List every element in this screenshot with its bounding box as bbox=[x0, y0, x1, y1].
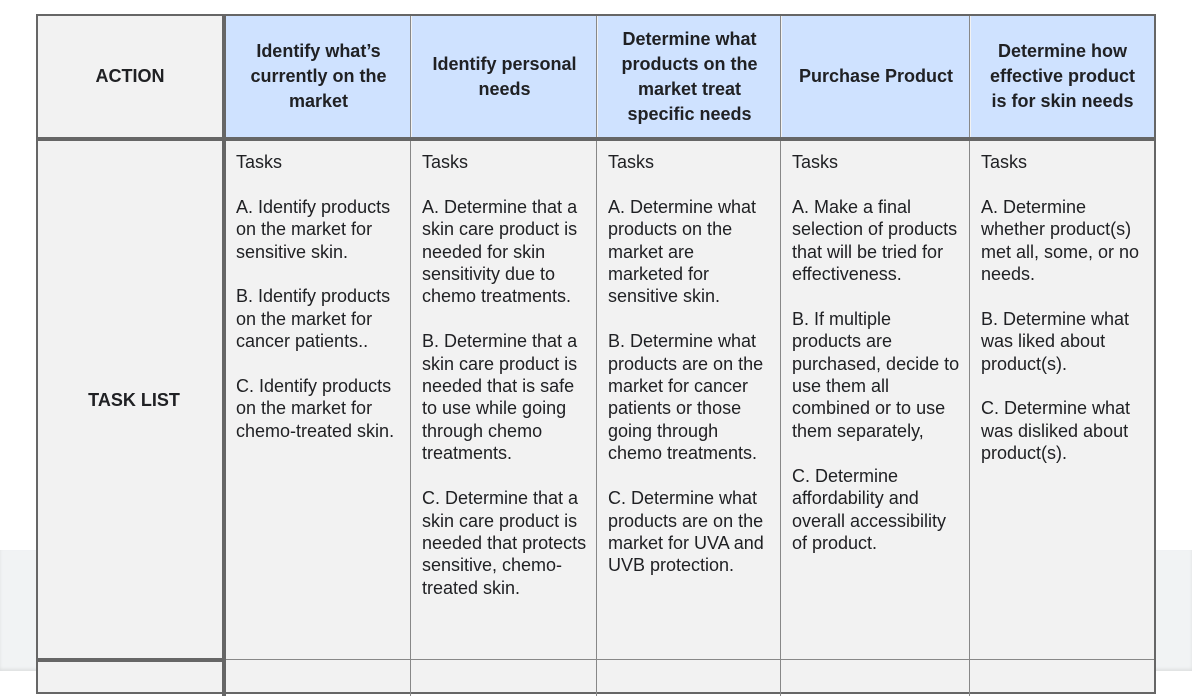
task-cell-5: Tasks A. Determine whether product(s) me… bbox=[971, 141, 1154, 659]
journey-map-table: ACTION Identify what’s currently on the … bbox=[36, 14, 1156, 696]
divider-col-5 bbox=[969, 16, 970, 696]
divider-action-column bbox=[222, 16, 226, 696]
divider-header-row bbox=[38, 137, 1154, 141]
corner-header-action: ACTION bbox=[38, 16, 222, 137]
column-header-4: Purchase Product bbox=[782, 16, 970, 137]
task-cell-4: Tasks A. Make a final selection of produ… bbox=[782, 141, 970, 659]
column-header-3-label: Determine what products on the market tr… bbox=[621, 28, 758, 124]
column-header-2-label: Identify personal needs bbox=[432, 53, 577, 99]
column-header-3: Determine what products on the market tr… bbox=[598, 16, 781, 137]
row-header-task-list: TASK LIST bbox=[38, 141, 230, 659]
task-cell-1: Tasks A. Identify products on the market… bbox=[226, 141, 411, 659]
divider-col-4 bbox=[780, 16, 781, 696]
column-header-5-label: Determine how effective product is for s… bbox=[989, 41, 1136, 111]
task-cell-3: Tasks A. Determine what products on the … bbox=[598, 141, 781, 659]
divider-col-2 bbox=[410, 16, 411, 696]
column-header-2: Identify personal needs bbox=[412, 16, 597, 137]
column-header-1-label: Identify what’s currently on the market bbox=[250, 41, 387, 111]
column-header-4-label: Purchase Product bbox=[798, 66, 954, 86]
divider-lower-row-action bbox=[38, 658, 226, 662]
column-header-1: Identify what’s currently on the market bbox=[226, 16, 411, 137]
column-header-5: Determine how effective product is for s… bbox=[971, 16, 1154, 137]
corner-label: ACTION bbox=[95, 66, 165, 86]
divider-lower-row bbox=[226, 659, 1154, 660]
divider-col-3 bbox=[596, 16, 597, 696]
row-label: TASK LIST bbox=[88, 389, 180, 410]
task-cell-2: Tasks A. Determine that a skin care prod… bbox=[412, 141, 597, 659]
